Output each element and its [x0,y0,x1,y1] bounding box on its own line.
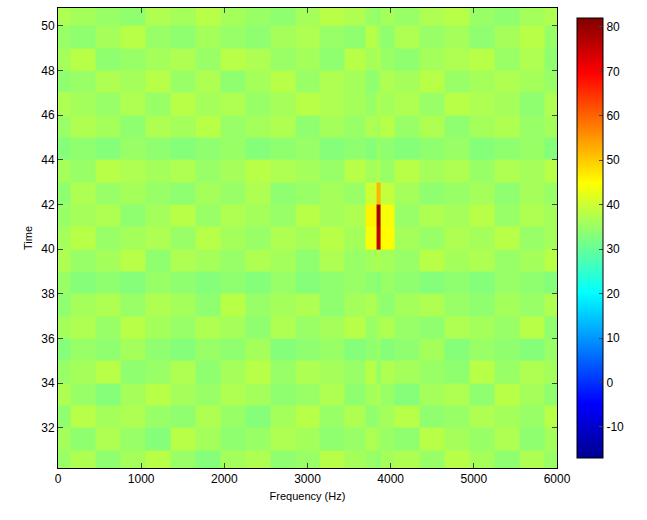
svg-text:44: 44 [41,153,55,167]
svg-text:32: 32 [41,421,55,435]
svg-text:10: 10 [606,331,620,345]
svg-text:0: 0 [55,472,62,486]
svg-text:0: 0 [606,376,613,390]
svg-text:80: 80 [606,20,620,34]
svg-text:Frequency (Hz): Frequency (Hz) [270,490,346,502]
svg-text:50: 50 [606,153,620,167]
svg-text:Time: Time [22,226,34,250]
svg-text:50: 50 [41,19,55,33]
svg-text:4000: 4000 [377,472,404,486]
svg-text:-10: -10 [606,420,624,434]
svg-text:46: 46 [41,108,55,122]
svg-text:38: 38 [41,287,55,301]
svg-text:20: 20 [606,287,620,301]
svg-text:34: 34 [41,376,55,390]
svg-text:30: 30 [606,242,620,256]
svg-text:40: 40 [606,198,620,212]
svg-text:3000: 3000 [294,472,321,486]
svg-text:70: 70 [606,65,620,79]
svg-text:1000: 1000 [128,472,155,486]
svg-text:36: 36 [41,332,55,346]
svg-text:60: 60 [606,109,620,123]
svg-text:5000: 5000 [460,472,487,486]
svg-text:6000: 6000 [544,472,571,486]
svg-text:2000: 2000 [211,472,238,486]
svg-text:42: 42 [41,198,55,212]
svg-text:40: 40 [41,242,55,256]
svg-text:48: 48 [41,64,55,78]
